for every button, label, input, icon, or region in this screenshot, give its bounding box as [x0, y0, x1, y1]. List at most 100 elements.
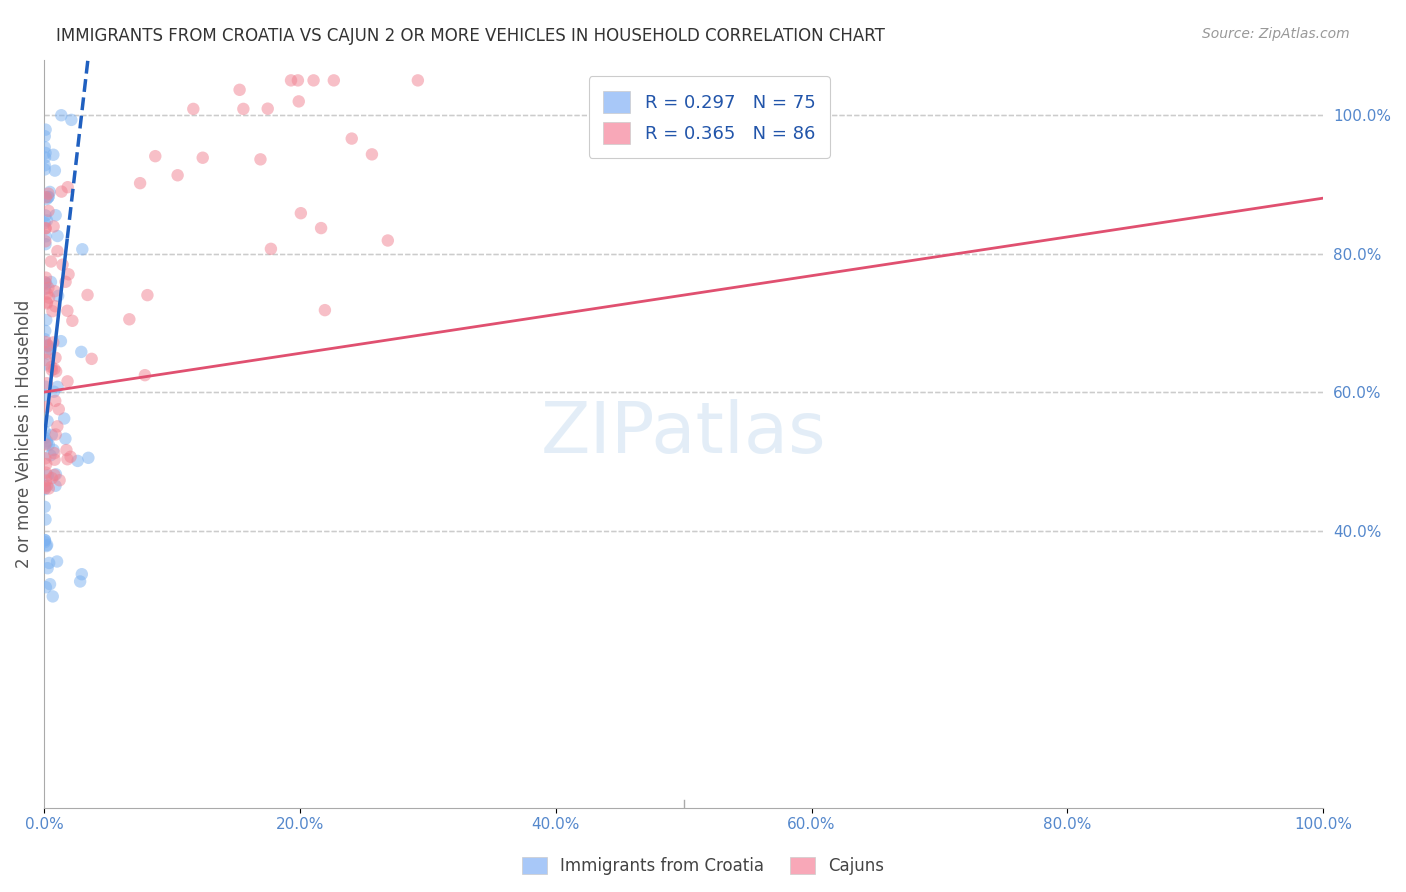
Point	[56, 180, 79, 194]
Point	[42, 442, 65, 457]
Point	[34, 208, 56, 222]
Point	[34, 216, 56, 230]
Point	[49, 334, 72, 348]
Point	[80, 351, 103, 366]
Point	[34, 425, 56, 439]
Point	[60, 314, 83, 328]
Point	[314, 303, 336, 318]
Point	[34, 533, 56, 548]
Point	[38, 203, 60, 218]
Point	[34, 352, 56, 367]
Point	[39, 275, 62, 289]
Point	[136, 288, 159, 302]
Point	[56, 303, 79, 318]
Text: IMMIGRANTS FROM CROATIA VS CAJUN 2 OR MORE VEHICLES IN HOUSEHOLD CORRELATION CHA: IMMIGRANTS FROM CROATIA VS CAJUN 2 OR MO…	[56, 27, 886, 45]
Point	[77, 450, 100, 465]
Point	[34, 388, 56, 402]
Point	[377, 234, 399, 248]
Point	[34, 122, 56, 136]
Point	[56, 452, 79, 467]
Point	[42, 219, 65, 234]
Point	[44, 479, 66, 493]
Point	[34, 129, 56, 144]
Point	[37, 479, 59, 493]
Point	[34, 146, 56, 161]
Point	[35, 229, 58, 244]
Y-axis label: 2 or more Vehicles in Household: 2 or more Vehicles in Household	[15, 300, 32, 568]
Point	[166, 168, 188, 182]
Legend: Immigrants from Croatia, Cajuns: Immigrants from Croatia, Cajuns	[513, 849, 893, 884]
Point	[34, 275, 56, 289]
Point	[56, 375, 79, 389]
Point	[143, 149, 166, 163]
Point	[44, 393, 66, 408]
Point	[37, 538, 59, 552]
Point	[34, 451, 56, 466]
Point	[34, 158, 56, 172]
Point	[41, 304, 63, 318]
Point	[37, 339, 59, 353]
Point	[322, 73, 344, 87]
Point	[37, 338, 59, 352]
Point	[37, 338, 59, 352]
Point	[39, 254, 62, 268]
Point	[35, 295, 58, 310]
Point	[76, 288, 98, 302]
Point	[35, 580, 58, 594]
Point	[287, 95, 309, 109]
Point	[228, 83, 250, 97]
Point	[34, 150, 56, 164]
Point	[44, 446, 66, 460]
Point	[41, 363, 63, 377]
Point	[35, 190, 58, 204]
Point	[48, 402, 70, 417]
Point	[256, 102, 278, 116]
Point	[48, 473, 70, 487]
Point	[34, 334, 56, 349]
Point	[44, 284, 66, 298]
Point	[45, 427, 67, 442]
Point	[34, 221, 56, 235]
Point	[181, 102, 204, 116]
Point	[37, 281, 59, 295]
Point	[118, 312, 141, 326]
Point	[46, 289, 69, 303]
Point	[35, 192, 58, 206]
Point	[59, 450, 82, 464]
Point	[46, 229, 69, 244]
Point	[340, 131, 363, 145]
Point	[35, 457, 58, 471]
Point	[37, 468, 59, 483]
Point	[37, 346, 59, 360]
Point	[361, 147, 384, 161]
Text: ZIPatlas: ZIPatlas	[541, 399, 827, 468]
Point	[44, 163, 66, 178]
Point	[55, 275, 77, 289]
Point	[37, 186, 59, 201]
Point	[35, 213, 58, 227]
Point	[37, 414, 59, 428]
Legend: R = 0.297   N = 75, R = 0.365   N = 86: R = 0.297 N = 75, R = 0.365 N = 86	[589, 76, 830, 158]
Point	[34, 482, 56, 496]
Point	[60, 112, 83, 127]
Point	[38, 556, 60, 570]
Point	[302, 73, 325, 87]
Point	[69, 574, 91, 589]
Point	[35, 539, 58, 553]
Point	[34, 500, 56, 514]
Point	[406, 73, 429, 87]
Point	[44, 299, 66, 313]
Point	[34, 234, 56, 248]
Point	[44, 362, 66, 376]
Point	[35, 270, 58, 285]
Point	[34, 479, 56, 493]
Point	[34, 431, 56, 445]
Point	[45, 208, 67, 222]
Point	[232, 102, 254, 116]
Point	[34, 237, 56, 252]
Point	[66, 454, 89, 468]
Point	[42, 384, 65, 399]
Point	[41, 359, 63, 374]
Point	[35, 466, 58, 480]
Point	[51, 108, 73, 122]
